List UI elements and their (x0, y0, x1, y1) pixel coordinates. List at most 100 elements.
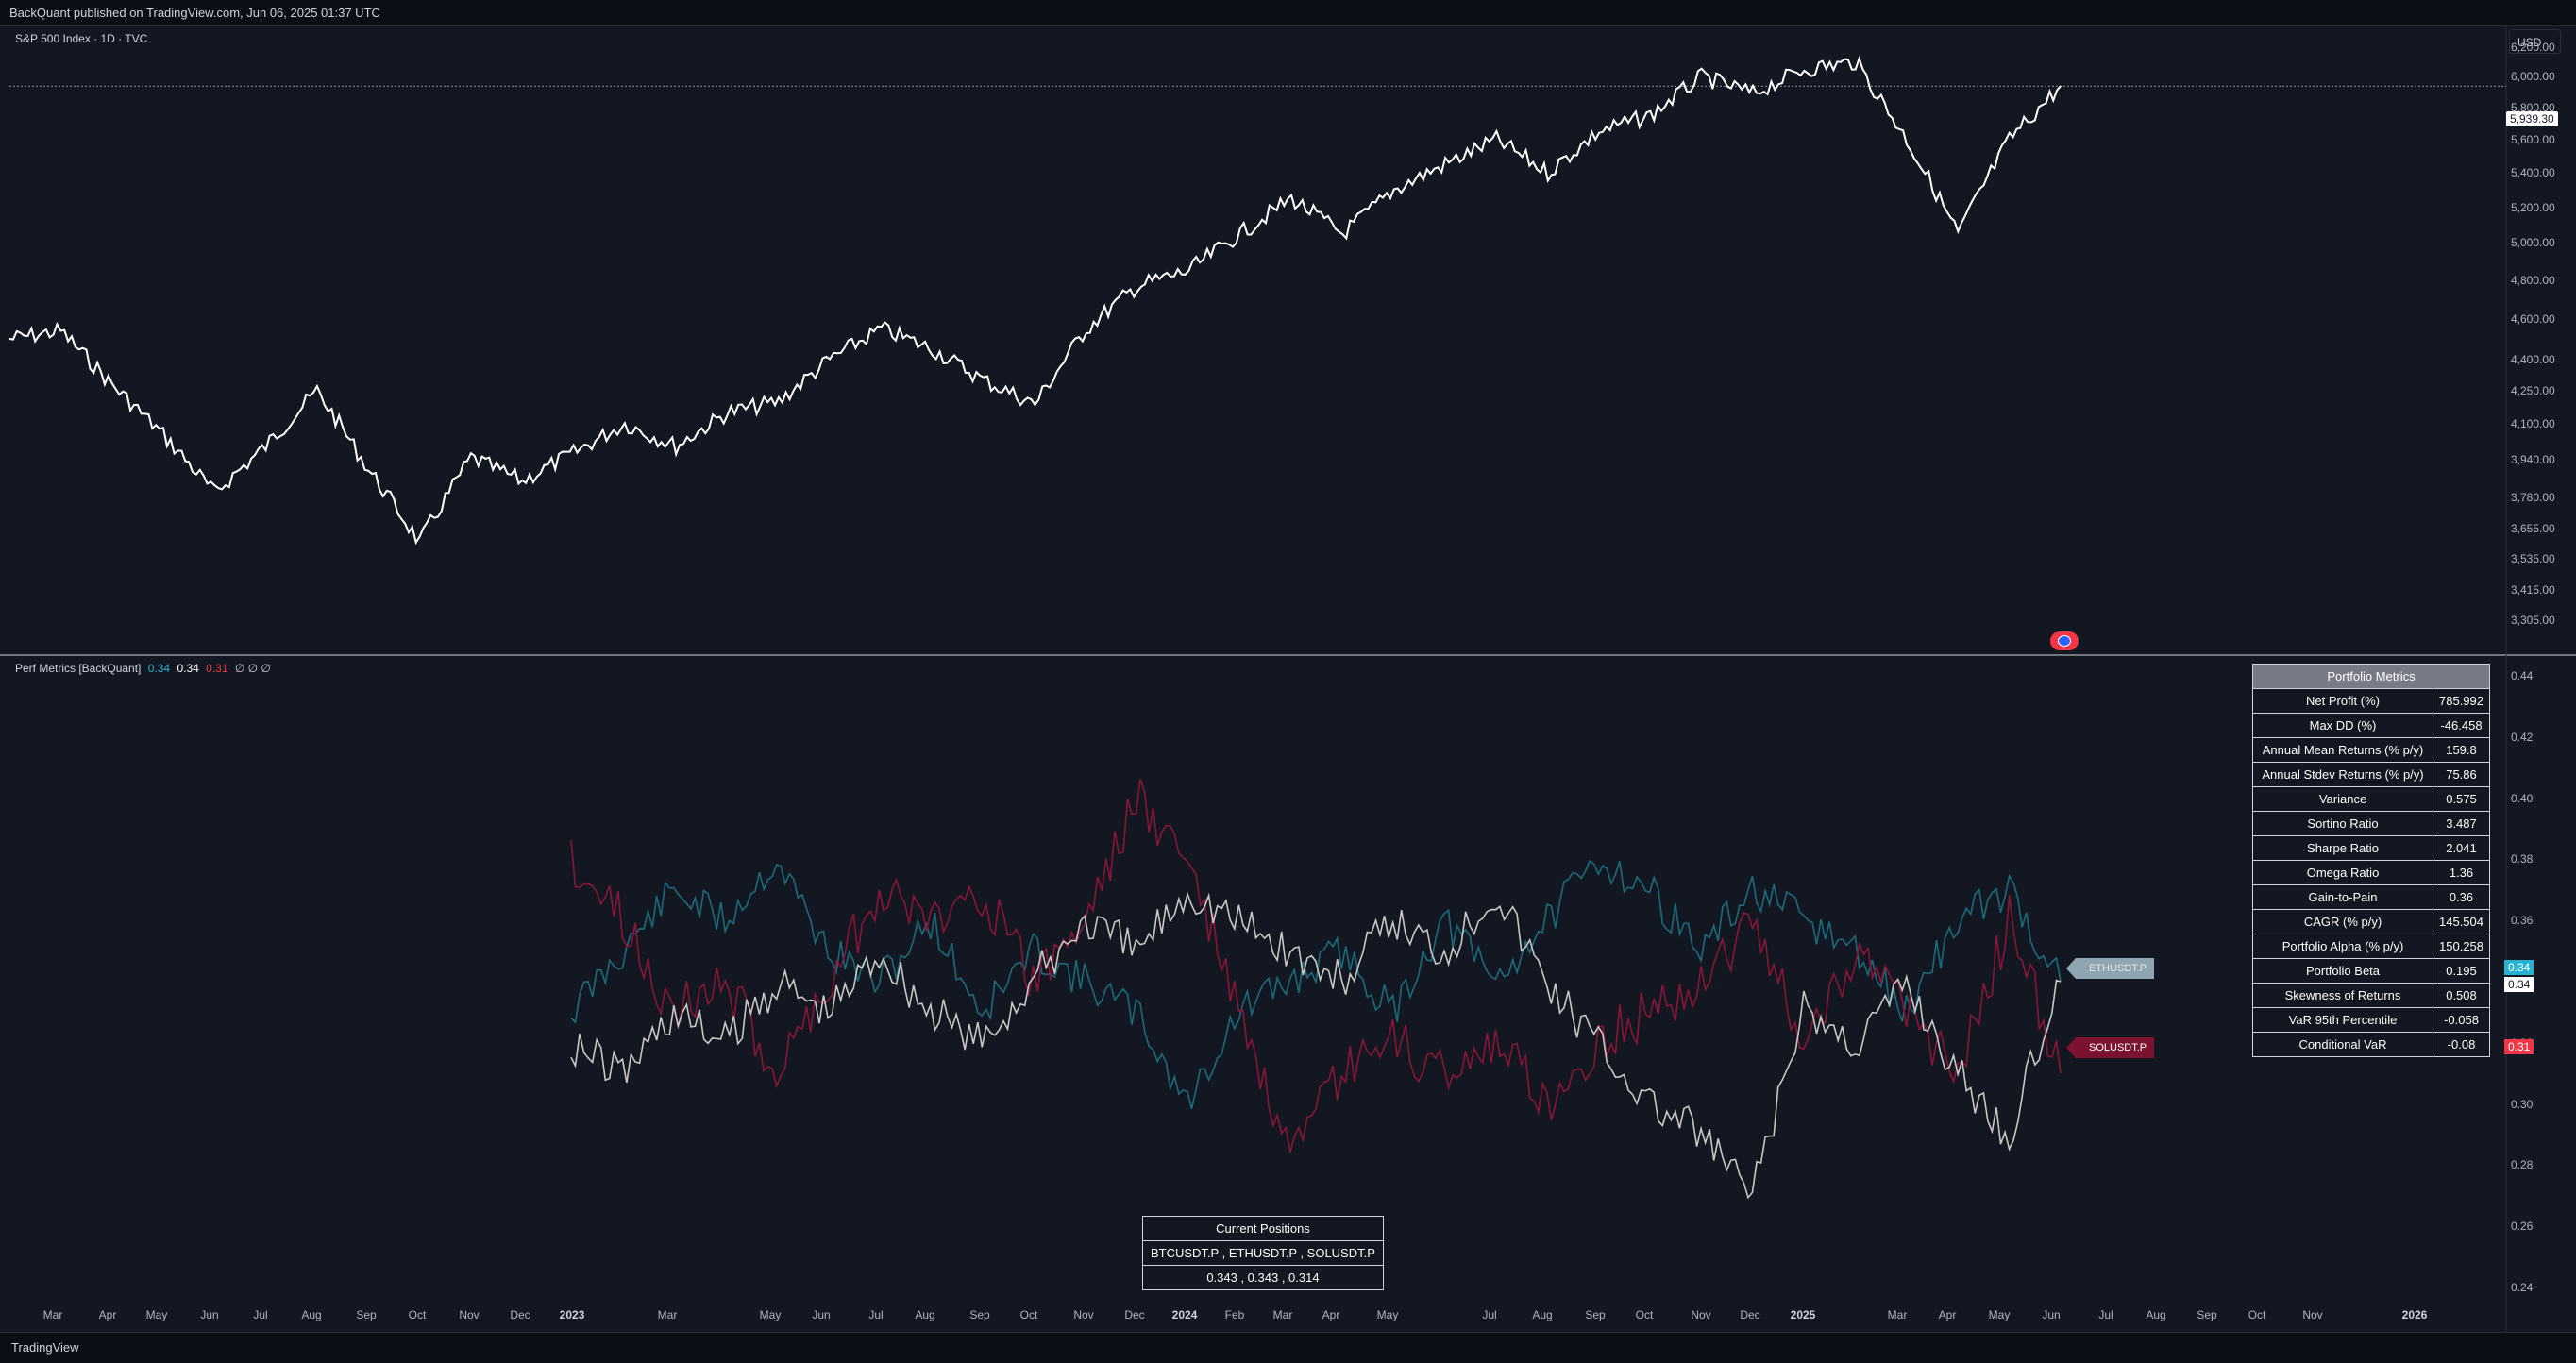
eth-value-tag: 0.34 (2504, 960, 2534, 975)
time-axis-tick: May (1988, 1308, 2011, 1321)
metric-label: Omega Ratio (2252, 860, 2433, 885)
btc-value-tag: 0.34 (2504, 977, 2534, 992)
metric-value: 0.36 (2433, 884, 2490, 910)
time-axis-tick: Oct (1635, 1308, 1654, 1321)
indicator-axis-tick: 0.38 (2511, 852, 2534, 867)
time-axis-tick: Jul (868, 1308, 884, 1321)
price-axis-tick: 3,415.00 (2511, 583, 2555, 597)
metric-row: Sortino Ratio 3.487 (2252, 811, 2490, 836)
time-axis-tick: Nov (1691, 1308, 1711, 1321)
time-axis-tick: Apr (1322, 1308, 1340, 1321)
indicator-empty-values: ∅ ∅ ∅ (234, 662, 271, 675)
indicator-axis-tick: 0.24 (2511, 1280, 2534, 1294)
metric-row: Sharpe Ratio 2.041 (2252, 835, 2490, 861)
metric-label: Skewness of Returns (2252, 983, 2433, 1008)
metric-row: Annual Stdev Returns (% p/y) 75.86 (2252, 762, 2490, 787)
metric-value: 150.258 (2433, 934, 2490, 959)
chart-canvas[interactable] (0, 25, 2576, 1332)
time-axis-tick: Mar (1272, 1308, 1293, 1321)
time-axis-tick: 2024 (1171, 1308, 1198, 1321)
symbol-title[interactable]: S&P 500 Index · 1D · TVC (15, 32, 148, 45)
metric-value: 0.575 (2433, 786, 2490, 812)
time-axis-tick: Oct (2248, 1308, 2266, 1321)
time-axis-tick: May (759, 1308, 782, 1321)
metric-label: Max DD (%) (2252, 713, 2433, 738)
metric-value: 159.8 (2433, 737, 2490, 763)
metric-label: Conditional VaR (2252, 1032, 2433, 1057)
sol-value-tag: 0.31 (2504, 1039, 2534, 1054)
price-axis-tick: 3,655.00 (2511, 521, 2555, 535)
spx-price-line[interactable] (8, 56, 2062, 546)
eth-weight-line[interactable] (570, 859, 2062, 1109)
time-axis-tick: Sep (969, 1308, 990, 1321)
metric-row: Variance 0.575 (2252, 786, 2490, 812)
metric-label: Annual Stdev Returns (% p/y) (2252, 762, 2433, 787)
metric-row: CAGR (% p/y) 145.504 (2252, 909, 2490, 934)
portfolio-metrics-table: Portfolio Metrics Net Profit (%) 785.992 M… (2252, 664, 2490, 1057)
time-axis-tick: Jul (2098, 1308, 2113, 1321)
time-axis-tick: Aug (301, 1308, 322, 1321)
time-axis-tick: Aug (1532, 1308, 1553, 1321)
metric-value: 0.195 (2433, 958, 2490, 984)
positions-title: Current Positions (1142, 1216, 1384, 1241)
indicator-axis-tick: 0.44 (2511, 669, 2534, 683)
price-axis-tick: 4,400.00 (2511, 352, 2555, 366)
metric-value: 3.487 (2433, 811, 2490, 836)
metric-row: Annual Mean Returns (% p/y) 159.8 (2252, 737, 2490, 763)
indicator-sol-value: 0.31 (206, 662, 228, 675)
time-axis-tick: Nov (459, 1308, 480, 1321)
metric-label: Sharpe Ratio (2252, 835, 2433, 861)
price-axis-tick: 6,000.00 (2511, 70, 2555, 84)
metric-row: Skewness of Returns 0.508 (2252, 983, 2490, 1008)
metric-value: 0.508 (2433, 983, 2490, 1008)
time-axis-tick: May (145, 1308, 168, 1321)
metric-label: Annual Mean Returns (% p/y) (2252, 737, 2433, 763)
currency-button[interactable]: USD (2509, 29, 2561, 54)
price-axis-tick: 3,940.00 (2511, 453, 2555, 467)
indicator-eth-value: 0.34 (147, 662, 171, 675)
price-axis-tick: 6,200.00 (2511, 40, 2555, 54)
metric-row: Max DD (%) -46.458 (2252, 713, 2490, 738)
time-axis-tick: Jul (1482, 1308, 1497, 1321)
time-axis-tick: Jul (253, 1308, 268, 1321)
price-axis-tick: 3,780.00 (2511, 491, 2555, 505)
metric-label: Sortino Ratio (2252, 811, 2433, 836)
time-axis-tick: Mar (657, 1308, 678, 1321)
indicator-title[interactable]: Perf Metrics [BackQuant] 0.34 0.34 0.31 … (15, 662, 271, 675)
metric-row: Omega Ratio 1.36 (2252, 860, 2490, 885)
sol-weight-line[interactable] (570, 778, 2062, 1153)
time-axis-tick: Aug (915, 1308, 935, 1321)
metric-value: 2.041 (2433, 835, 2490, 861)
time-axis-tick: Aug (2146, 1308, 2166, 1321)
metric-value: -0.08 (2433, 1032, 2490, 1057)
time-axis-tick: Dec (1124, 1308, 1145, 1321)
time-axis-tick: Mar (1887, 1308, 1908, 1321)
positions-weights: 0.343 , 0.343 , 0.314 (1142, 1265, 1384, 1290)
price-axis-tick: 4,100.00 (2511, 416, 2555, 430)
metric-label: VaR 95th Percentile (2252, 1007, 2433, 1033)
price-axis-tick: 4,600.00 (2511, 311, 2555, 326)
metric-label: Variance (2252, 786, 2433, 812)
time-axis-tick: 2026 (2401, 1308, 2428, 1321)
tradingview-logo[interactable]: TradingView (11, 1340, 79, 1355)
time-axis-tick: Dec (1740, 1308, 1760, 1321)
time-axis-tick: 2023 (559, 1308, 585, 1321)
indicator-axis-tick: 0.28 (2511, 1158, 2534, 1172)
time-axis-tick: Feb (1224, 1308, 1245, 1321)
time-axis-tick: Apr (1938, 1308, 1957, 1321)
metric-row: Net Profit (%) 785.992 (2252, 688, 2490, 714)
time-axis-tick: Sep (356, 1308, 377, 1321)
price-axis-tick: 5,400.00 (2511, 166, 2555, 180)
us-flag-icon[interactable] (2050, 631, 2079, 650)
time-axis-tick: Dec (510, 1308, 530, 1321)
metric-row: Gain-to-Pain 0.36 (2252, 884, 2490, 910)
metric-label: Portfolio Alpha (% p/y) (2252, 934, 2433, 959)
price-axis-tick: 3,305.00 (2511, 614, 2555, 627)
time-axis-tick: Mar (42, 1308, 63, 1321)
metric-value: 145.504 (2433, 909, 2490, 934)
time-axis-tick: Sep (2197, 1308, 2217, 1321)
btc-weight-line[interactable] (570, 891, 2062, 1200)
price-axis-tick: 4,800.00 (2511, 273, 2555, 287)
indicator-axis-tick: 0.42 (2511, 730, 2534, 744)
time-axis-tick: Jun (2042, 1308, 2061, 1321)
